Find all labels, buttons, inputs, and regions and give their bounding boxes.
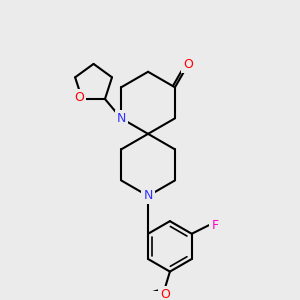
Text: N: N bbox=[143, 189, 153, 203]
Text: O: O bbox=[74, 91, 84, 103]
Text: O: O bbox=[160, 288, 170, 300]
Text: F: F bbox=[212, 219, 218, 232]
Text: N: N bbox=[116, 112, 126, 125]
Text: O: O bbox=[183, 58, 193, 71]
